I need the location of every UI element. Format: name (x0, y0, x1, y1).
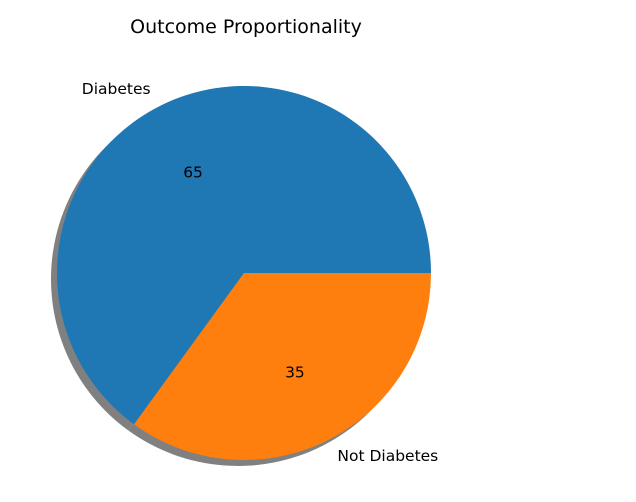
pie-label-layer: Diabetes 65 Not Diabetes 35 (82, 80, 438, 465)
pie-slice-not-diabetes (134, 273, 431, 461)
pie-slice-layer (57, 85, 431, 461)
slice-value-label-not-diabetes: 35 (285, 363, 305, 381)
chart-title: Outcome Proportionality (130, 16, 362, 38)
slice-label-not-diabetes: Not Diabetes (337, 447, 438, 465)
pie-slice-diabetes (57, 85, 431, 425)
slice-label-diabetes: Diabetes (82, 80, 151, 98)
slice-value-label-diabetes: 65 (183, 164, 203, 182)
